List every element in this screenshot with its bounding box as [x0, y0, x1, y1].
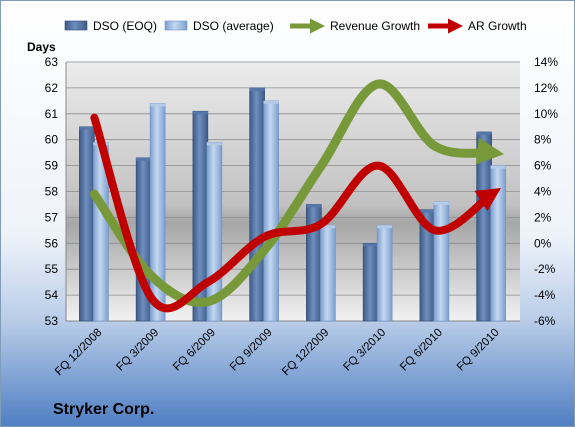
bar-top-cap	[363, 243, 379, 247]
bar-top-cap	[419, 209, 435, 213]
bar-top-cap	[206, 142, 222, 146]
y2-tick-label: 8%	[534, 133, 552, 147]
y-tick-label: 58	[45, 185, 59, 199]
bar-top-cap	[136, 157, 152, 161]
bar-dso-average	[490, 165, 506, 322]
legend-label: AR Growth	[468, 19, 527, 33]
ar-growth-line	[90, 113, 502, 313]
y2-tick-label: 4%	[534, 185, 552, 199]
y2-tick-label: 6%	[534, 159, 552, 173]
legend: DSO (EOQ) DSO (average) Revenue Growth AR G…	[64, 18, 527, 34]
legend-label: Revenue Growth	[330, 19, 420, 33]
bar-top-cap	[79, 126, 95, 130]
y2-tick-label: -6%	[534, 314, 556, 328]
legend-label: DSO (EOQ)	[93, 19, 157, 33]
revenue-growth-line	[89, 79, 505, 307]
y2-tick-label: 12%	[534, 81, 558, 95]
legend-label: DSO (average)	[193, 19, 274, 33]
bar-top-cap	[377, 225, 393, 229]
y2-tick-label: -2%	[534, 262, 556, 276]
y-tick-label: 54	[45, 288, 59, 302]
bar-top-cap	[249, 87, 265, 91]
y-tick-label: 59	[45, 159, 59, 173]
bar-top-cap	[150, 103, 166, 107]
right-axis-ticks: -6% -4% -2% 0% 2% 4% 6% 8% 10% 12% 14%	[534, 55, 558, 328]
bar-dso-eoq	[476, 131, 492, 322]
y-tick-label: 55	[45, 262, 59, 276]
y2-tick-label: -4%	[534, 288, 556, 302]
bar-top-cap	[320, 225, 336, 229]
bar-dso-eoq	[79, 126, 95, 322]
bar-dso-average	[320, 224, 336, 322]
left-axis-title: Days	[27, 40, 56, 54]
y-tick-label: 56	[45, 236, 59, 250]
bar-top-cap	[306, 204, 322, 208]
bar-dso-eoq	[249, 87, 265, 322]
bar-top-cap	[263, 100, 279, 104]
y2-tick-label: 0%	[534, 236, 552, 250]
y-tick-label: 60	[45, 133, 59, 147]
y2-tick-label: 14%	[534, 55, 558, 69]
y-tick-label: 62	[45, 81, 59, 95]
left-axis-ticks: 53 54 55 56 57 58 59 60 61 62 63	[45, 55, 59, 328]
bar-dso-average	[263, 100, 279, 322]
bar-top-cap	[433, 201, 449, 205]
bar-dso-eoq	[362, 243, 379, 322]
y-tick-label: 57	[45, 210, 59, 224]
growth-lines	[89, 79, 505, 313]
y-tick-label: 61	[45, 107, 59, 121]
bar-dso-average	[376, 224, 393, 322]
legend-swatch	[64, 20, 88, 31]
y2-tick-label: 10%	[534, 107, 558, 121]
legend-swatch	[164, 20, 188, 31]
y-tick-label: 63	[45, 55, 59, 69]
bar-top-cap	[476, 131, 492, 135]
company-name: Stryker Corp.	[53, 401, 154, 418]
bar-top-cap	[490, 165, 506, 169]
bar-dso-average	[433, 201, 450, 322]
y2-tick-label: 2%	[534, 210, 552, 224]
bar-top-cap	[192, 111, 208, 115]
y-tick-label: 53	[45, 314, 59, 328]
